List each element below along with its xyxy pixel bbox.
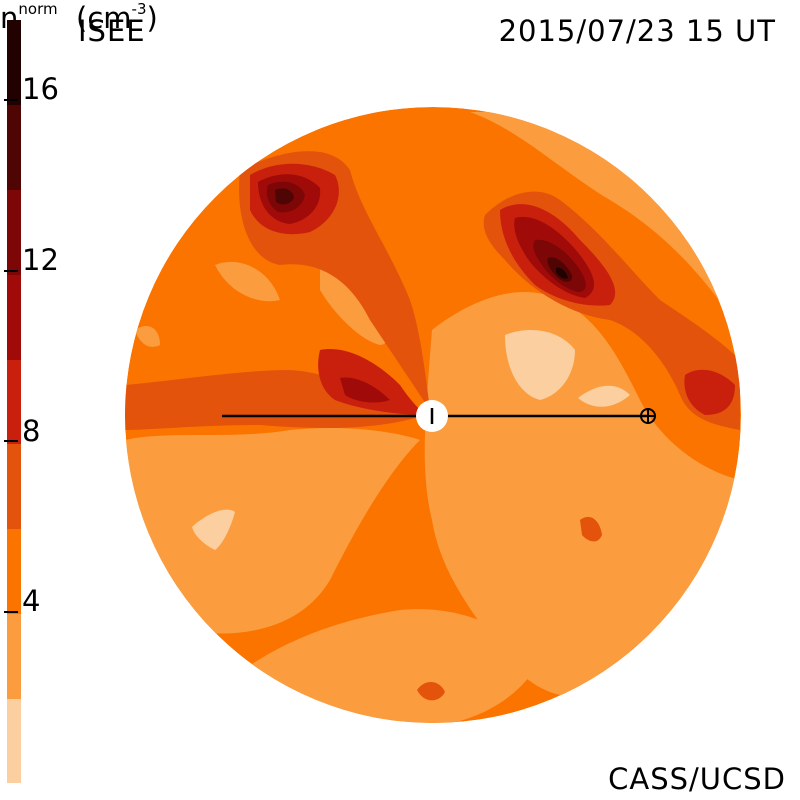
quantity-unit-label: nnorm (cm-3) (0, 0, 800, 35)
colorbar-tick-mark-16 (4, 99, 18, 101)
contour-light-bottom (230, 609, 540, 723)
colorbar-segment (7, 698, 21, 784)
contour-light-left-lobe (320, 262, 388, 345)
colorbar-tick-label: 8 (22, 414, 41, 448)
contour-light-upper-left (215, 261, 280, 302)
contour-palest-left (192, 509, 235, 550)
colorbar (7, 20, 21, 784)
colorbar-segment (7, 189, 21, 275)
contour-darkest-top-left (275, 188, 294, 205)
unit-close: ) (146, 1, 158, 35)
observatory-label: ISEE (78, 14, 146, 48)
contour-red-left (318, 349, 425, 415)
contour-light-right-center (424, 291, 740, 697)
colorbar-tick-label: 12 (22, 243, 59, 277)
earth-icon (640, 408, 656, 424)
contour-mid-bottom (417, 681, 445, 701)
colorbar-tick-label: 4 (22, 584, 41, 618)
sun-icon (416, 400, 448, 432)
unit-text: (cm (76, 1, 132, 35)
colorbar-tick-mark-4 (4, 611, 18, 613)
colorbar-tick-mark-8 (4, 440, 18, 442)
contour-darkred-left (340, 377, 390, 403)
colorbar-tick-label: 16 (22, 72, 59, 106)
colorbar-segment (7, 613, 21, 699)
timestamp-label: 2015/07/23 15 UT (498, 14, 776, 48)
colorbar-segment (7, 528, 21, 614)
contour-light-left-edge (135, 325, 160, 347)
contour-light-bottom-left (125, 428, 420, 634)
colorbar-tick-mark-12 (4, 270, 18, 272)
contour-red-right (684, 369, 735, 415)
contour-mid-lower-right (580, 516, 602, 542)
credit-label: CASS/UCSD (608, 762, 786, 796)
contour-palest-center (505, 330, 575, 400)
colorbar-segment (7, 104, 21, 191)
contour-palest-right (578, 385, 630, 407)
colorbar-segment (7, 443, 21, 530)
contour-mid-right-dot (650, 300, 665, 313)
colorbar-segment (7, 274, 21, 360)
unit-superscript: -3 (131, 0, 147, 18)
colorbar-segment (7, 359, 21, 445)
colorbar-segment (7, 20, 21, 106)
contour-black-top-right (556, 267, 568, 279)
quantity-superscript: norm (18, 0, 58, 18)
